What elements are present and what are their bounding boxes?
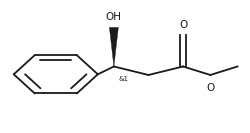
Text: &1: &1 (118, 76, 128, 82)
Text: O: O (179, 20, 187, 30)
Text: O: O (206, 83, 214, 93)
Text: OH: OH (106, 12, 122, 22)
Polygon shape (110, 27, 118, 66)
